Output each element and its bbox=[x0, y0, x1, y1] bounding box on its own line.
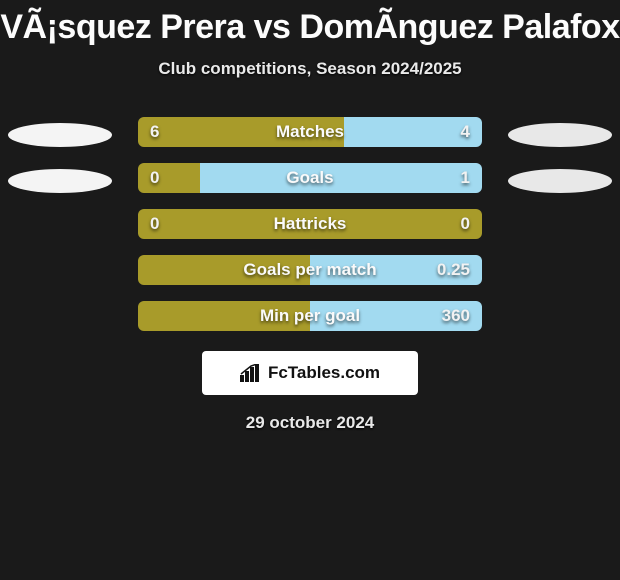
player2-value: 0 bbox=[461, 209, 470, 239]
bar-area bbox=[138, 163, 482, 193]
bar-area bbox=[138, 301, 482, 331]
player1-bar bbox=[138, 163, 200, 193]
player2-value: 1 bbox=[461, 163, 470, 193]
bar-area bbox=[138, 255, 482, 285]
player1-value: 0 bbox=[150, 209, 159, 239]
site-logo-text: FcTables.com bbox=[268, 363, 380, 383]
player2-bar bbox=[200, 163, 482, 193]
bar-area bbox=[138, 117, 482, 147]
player2-value: 360 bbox=[442, 301, 470, 331]
player1-bar bbox=[138, 209, 482, 239]
bar-area bbox=[138, 209, 482, 239]
player2-shadow bbox=[508, 169, 612, 193]
chart-icon bbox=[240, 364, 262, 382]
date-label: 29 october 2024 bbox=[0, 413, 620, 433]
comparison-panel: VÃ¡squez Prera vs DomÃ­nguez Palafox Clu… bbox=[0, 8, 620, 433]
player1-bar bbox=[138, 117, 344, 147]
stat-row: Matches64 bbox=[0, 109, 620, 155]
stat-row: Goals01 bbox=[0, 155, 620, 201]
player1-shadow bbox=[8, 169, 112, 193]
player2-value: 0.25 bbox=[437, 255, 470, 285]
stat-row: Goals per match0.25 bbox=[0, 247, 620, 293]
player1-bar bbox=[138, 301, 310, 331]
player1-value: 6 bbox=[150, 117, 159, 147]
stat-row: Hattricks00 bbox=[0, 201, 620, 247]
page-subtitle: Club competitions, Season 2024/2025 bbox=[0, 59, 620, 79]
page-title: VÃ¡squez Prera vs DomÃ­nguez Palafox bbox=[0, 8, 620, 47]
site-logo: FcTables.com bbox=[202, 351, 418, 395]
player2-value: 4 bbox=[461, 117, 470, 147]
stat-rows: Matches64Goals01Hattricks00Goals per mat… bbox=[0, 109, 620, 339]
player2-shadow bbox=[508, 123, 612, 147]
player1-bar bbox=[138, 255, 310, 285]
stat-row: Min per goal360 bbox=[0, 293, 620, 339]
player1-value: 0 bbox=[150, 163, 159, 193]
player1-shadow bbox=[8, 123, 112, 147]
